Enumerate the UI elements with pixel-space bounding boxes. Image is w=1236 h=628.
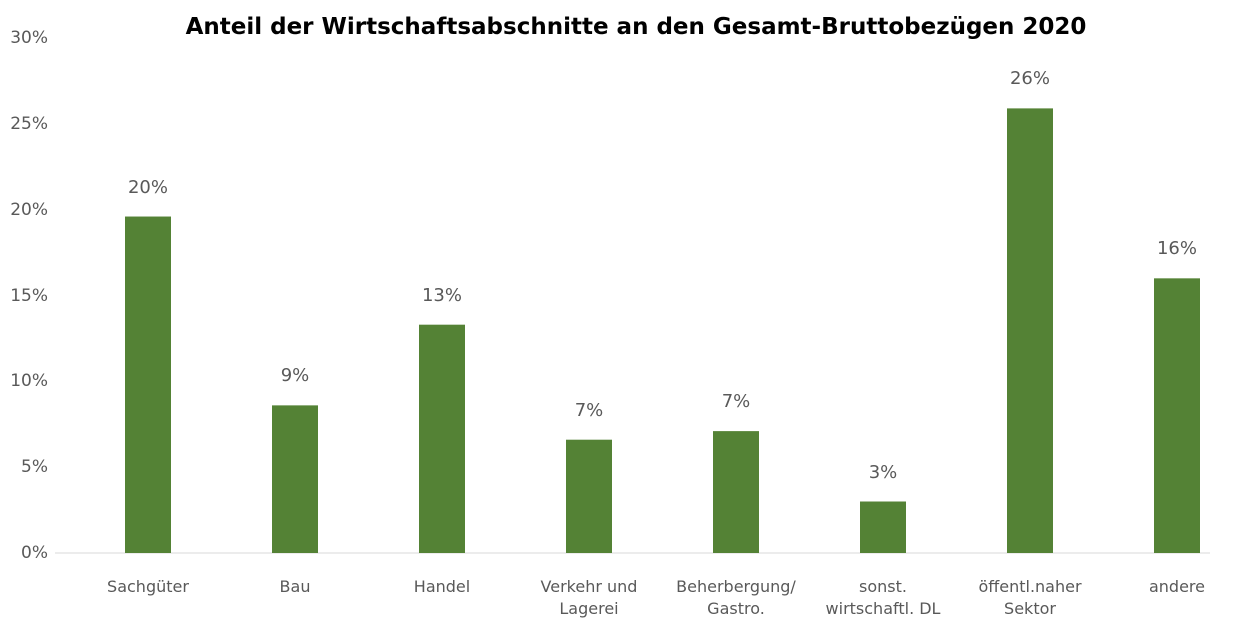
bar: [419, 324, 465, 553]
bar: [713, 431, 759, 553]
y-tick-label: 15%: [10, 285, 48, 306]
y-tick-label: 20%: [10, 199, 48, 220]
x-tick-label: Bau: [279, 577, 311, 596]
data-label: 13%: [421, 284, 462, 306]
x-tick-label: andere: [1148, 577, 1205, 596]
data-label: 7%: [574, 399, 604, 421]
bar: [1154, 278, 1200, 553]
y-tick-label: 10%: [10, 371, 48, 392]
bar: [566, 439, 612, 553]
x-tick-label: Verkehr und Lagerei: [540, 577, 638, 618]
bar: [125, 216, 171, 554]
y-tick-label: 5%: [21, 457, 48, 478]
chart-title: Anteil der Wirtschaftsabschnitte an den …: [185, 14, 1087, 40]
y-tick-label: 25%: [10, 113, 48, 134]
data-label: 3%: [868, 461, 898, 483]
x-tick-label: Sachgüter: [107, 577, 189, 596]
x-tick-label: öffentl.naher Sektor: [978, 577, 1082, 618]
bar: [1007, 108, 1053, 553]
data-label: 7%: [721, 391, 751, 413]
x-tick-label: Beherbergung/ Gastro.: [676, 577, 796, 618]
bar: [272, 405, 318, 553]
data-label: 26%: [1009, 68, 1050, 90]
x-tick-label: sonst. wirtschaftl. DL: [825, 577, 941, 618]
data-label: 16%: [1156, 238, 1197, 260]
y-tick-label: 0%: [21, 543, 48, 563]
y-tick-label: 30%: [10, 28, 48, 48]
data-label: 9%: [280, 365, 310, 387]
x-tick-label: Handel: [413, 577, 471, 596]
bar: [860, 501, 906, 553]
data-label: 20%: [127, 176, 168, 198]
